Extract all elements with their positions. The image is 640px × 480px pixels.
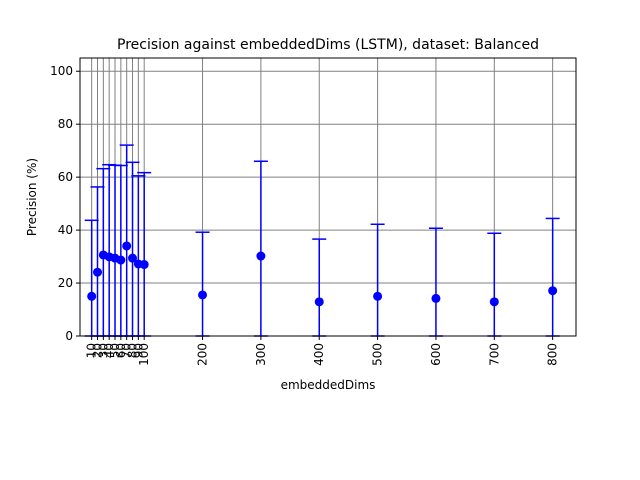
data-point [122, 241, 132, 251]
chart-title: Precision against embeddedDims (LSTM), d… [117, 37, 539, 53]
x-tick-label: 90 [131, 343, 145, 358]
x-tick-label: 80 [126, 343, 140, 358]
x-tick-label: 600 [429, 343, 443, 366]
y-tick-label: 100 [50, 64, 73, 78]
data-point [548, 286, 558, 296]
x-tick-label: 30 [96, 343, 110, 358]
data-point [116, 255, 126, 265]
data-point [198, 290, 208, 300]
x-tick-label: 300 [254, 343, 268, 366]
x-tick-label: 60 [114, 343, 128, 358]
y-ticks: 0 20 40 60 80 100 [50, 64, 80, 343]
data-point [489, 297, 499, 307]
x-tick-label: 800 [546, 343, 560, 366]
data-point [373, 291, 383, 301]
x-tick-label: 20 [91, 343, 105, 358]
x-tick-label: 400 [312, 343, 326, 366]
y-tick-label: 80 [58, 117, 73, 131]
data-point [87, 291, 97, 301]
x-tick-label: 700 [487, 343, 501, 366]
x-tick-label: 40 [102, 343, 116, 358]
data-points [87, 241, 558, 307]
data-point [314, 297, 324, 307]
axes [79, 57, 577, 337]
y-tick-label: 60 [58, 170, 73, 184]
x-axis-label: embeddedDims [281, 378, 376, 392]
x-tick-label: 10 [85, 343, 99, 358]
data-point [256, 251, 266, 261]
data-point [128, 253, 138, 263]
x-tick-label: 500 [371, 343, 385, 366]
x-tick-label: 70 [120, 343, 134, 358]
y-tick-label: 20 [58, 276, 73, 290]
x-tick-label: 200 [196, 343, 210, 366]
x-tick-label: 100 [137, 343, 151, 366]
data-point [139, 260, 149, 270]
y-tick-label: 40 [58, 223, 73, 237]
y-tick-label: 0 [65, 329, 73, 343]
data-point [431, 293, 441, 303]
data-point [93, 267, 103, 277]
plot-frame [79, 57, 577, 337]
y-axis-label: Precision (%) [25, 158, 39, 236]
x-tick-label: 50 [108, 343, 122, 358]
